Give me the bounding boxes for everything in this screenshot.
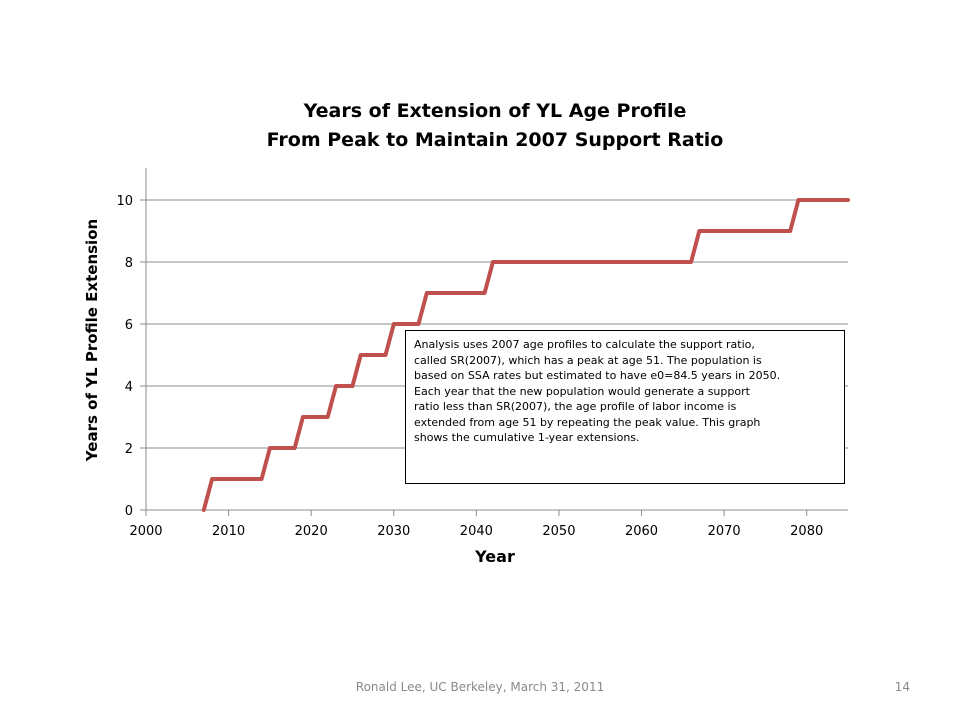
y-tick-label: 6 — [125, 318, 133, 333]
annotation-line: based on SSA rates but estimated to have… — [414, 369, 781, 382]
annotation-line: shows the cumulative 1-year extensions. — [414, 431, 640, 444]
annotation-line: Analysis uses 2007 age profiles to calcu… — [414, 338, 755, 351]
axes — [140, 168, 848, 516]
y-tick-label: 10 — [116, 194, 133, 209]
chart-title-line: From Peak to Maintain 2007 Support Ratio — [267, 129, 724, 151]
x-tick-label: 2080 — [790, 524, 823, 539]
x-tick-label: 2010 — [212, 524, 245, 539]
series — [201, 198, 850, 512]
y-tick-label: 2 — [125, 442, 133, 457]
footer-text: Ronald Lee, UC Berkeley, March 31, 2011 — [355, 680, 605, 694]
x-tick-label: 2020 — [295, 524, 328, 539]
x-tick-label: 2030 — [377, 524, 410, 539]
x-tick-label: 2070 — [708, 524, 741, 539]
chart-title: Years of Extension of YL Age Profile Fro… — [267, 100, 724, 151]
page-number: 14 — [894, 680, 910, 694]
annotation-line: Each year that the new population would … — [414, 384, 750, 398]
x-tick-labels: 2000 2010 2020 2030 2040 2050 2060 2070 2080 — [129, 524, 823, 539]
annotation-line: called SR(2007), which has a peak at age… — [414, 353, 762, 367]
annotation-line: ratio less than SR(2007), the age profil… — [414, 400, 737, 413]
chart-title-line: Years of Extension of YL Age Profile — [303, 100, 687, 122]
x-tick-label: 2000 — [129, 524, 162, 539]
y-tick-label: 0 — [125, 504, 133, 519]
y-tick-label: 4 — [125, 380, 133, 395]
y-axis-title: Years of YL Profile Extension — [83, 219, 101, 462]
y-tick-labels: 0 2 4 6 8 10 — [116, 194, 133, 519]
x-tick-label: 2060 — [625, 524, 658, 539]
x-tick-label: 2050 — [542, 524, 575, 539]
y-tick-label: 8 — [125, 256, 133, 271]
x-axis-title: Year — [474, 547, 515, 566]
annotation-line: extended from age 51 by repeating the pe… — [414, 415, 761, 429]
series-line — [201, 198, 850, 512]
x-tick-label: 2040 — [460, 524, 493, 539]
annotation-box: Analysis uses 2007 age profiles to calcu… — [405, 330, 845, 484]
